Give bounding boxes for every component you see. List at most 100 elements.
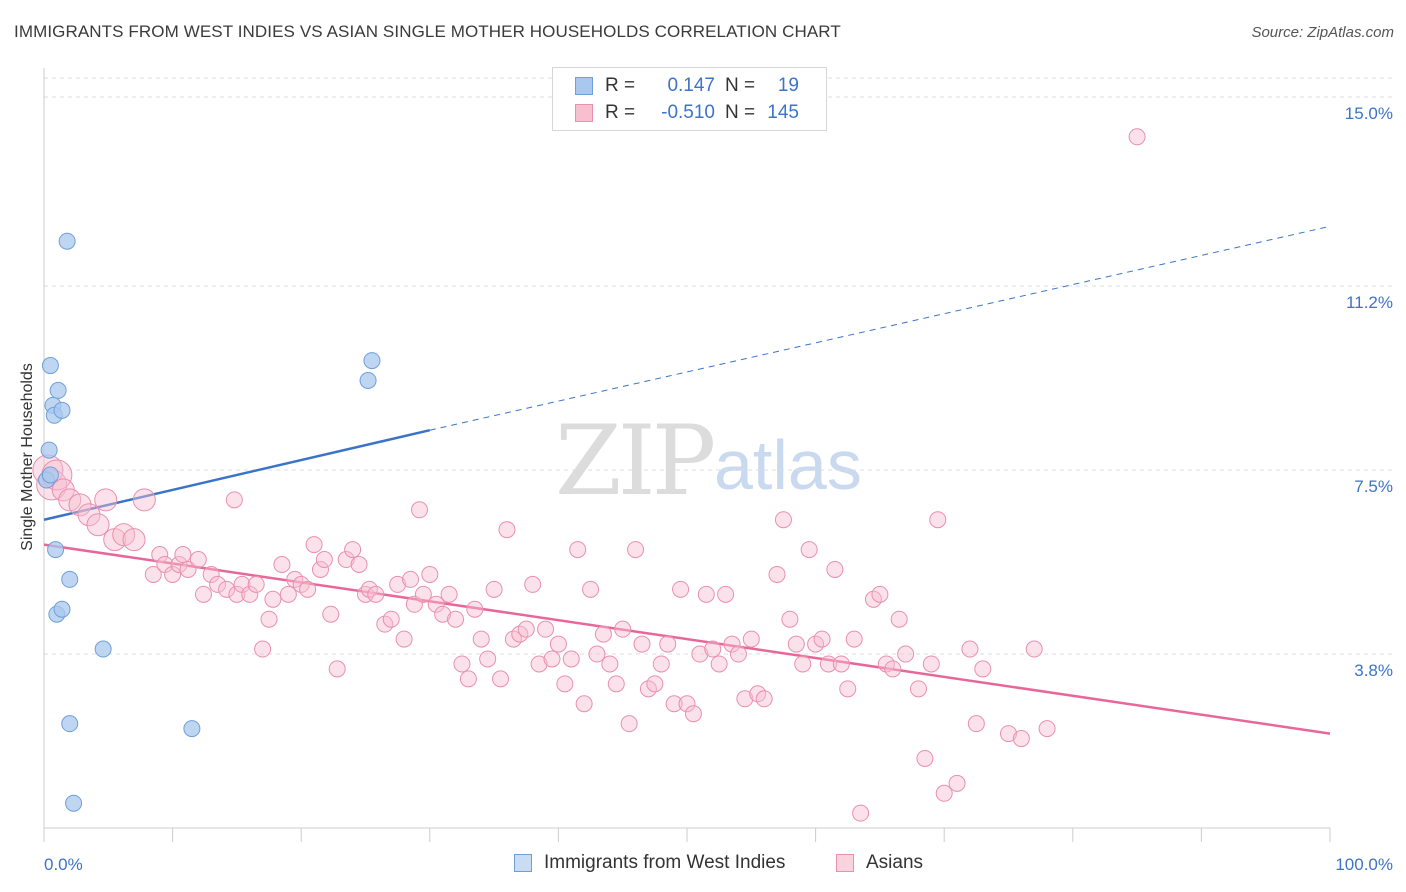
legend-item-asians: Asians <box>836 852 923 874</box>
point-west-indies <box>61 570 79 588</box>
point-asians <box>164 565 182 583</box>
x-tick-label: 0.0% <box>44 855 83 874</box>
point-asians <box>646 675 664 693</box>
point-asians <box>247 575 265 593</box>
legend-n-value: 19 <box>777 75 799 96</box>
point-asians <box>948 774 966 792</box>
point-asians <box>620 715 638 733</box>
point-west-indies <box>359 371 377 389</box>
point-asians <box>832 655 850 673</box>
point-asians <box>922 655 940 673</box>
point-asians <box>264 590 282 608</box>
point-asians <box>260 610 278 628</box>
point-asians <box>322 605 340 623</box>
point-asians <box>299 580 317 598</box>
point-asians <box>845 630 863 648</box>
point-asians <box>68 493 92 517</box>
legend-n-value: 145 <box>767 102 799 123</box>
watermark-zip: ZIP <box>555 405 716 517</box>
point-asians <box>411 501 429 519</box>
legend-n-label: N = <box>725 102 756 123</box>
watermark-atlas: atlas <box>714 426 862 504</box>
point-asians <box>189 551 207 569</box>
point-west-indies <box>41 466 59 484</box>
point-asians <box>742 630 760 648</box>
point-asians <box>704 640 722 658</box>
trend-line-asians <box>43 543 1331 735</box>
point-asians <box>498 521 516 539</box>
point-asians <box>601 655 619 673</box>
point-asians <box>453 655 471 673</box>
point-asians <box>447 610 465 628</box>
point-asians <box>402 570 420 588</box>
point-asians <box>311 560 329 578</box>
point-asians <box>549 635 567 653</box>
legend-item-west-indies: Immigrants from West Indies <box>514 852 785 874</box>
point-asians <box>1000 725 1017 743</box>
point-asians <box>414 585 432 603</box>
point-asians <box>434 605 452 623</box>
y-tick-label: 11.2% <box>1346 293 1393 312</box>
point-asians <box>787 635 805 653</box>
y-tick-label: 15.0% <box>1345 104 1393 123</box>
point-asians <box>935 784 953 802</box>
legend-swatch-west-indies <box>575 77 593 95</box>
point-asians <box>800 541 818 559</box>
point-asians <box>337 551 355 569</box>
point-asians <box>466 600 484 618</box>
point-asians <box>492 670 510 688</box>
point-asians <box>382 610 400 628</box>
point-asians <box>588 645 606 663</box>
point-asians <box>717 585 735 603</box>
point-asians <box>479 650 497 668</box>
point-asians <box>691 645 709 663</box>
point-west-indies <box>49 381 67 399</box>
point-asians <box>710 655 728 673</box>
point-asians <box>794 655 812 673</box>
point-asians <box>826 560 844 578</box>
point-asians <box>77 503 101 527</box>
point-asians <box>594 625 612 643</box>
point-asians <box>209 575 227 593</box>
point-asians <box>582 580 600 598</box>
legend-label-asians: Asians <box>866 852 924 873</box>
point-west-indies <box>40 441 58 459</box>
point-west-indies <box>61 715 79 733</box>
point-asians <box>350 555 368 573</box>
grid-lines <box>44 77 1393 655</box>
point-west-indies <box>47 541 65 559</box>
point-asians <box>607 675 625 693</box>
point-asians <box>202 565 220 583</box>
chart-source: Source: ZipAtlas.com <box>1251 24 1394 41</box>
point-asians <box>659 635 677 653</box>
tick-labels: 3.8% 7.5% 11.2% 15.0% 0.0% 100.0% <box>44 104 1393 874</box>
point-asians <box>389 575 407 593</box>
point-asians <box>755 690 773 708</box>
point-asians <box>652 655 670 673</box>
point-asians <box>524 575 542 593</box>
point-asians <box>1038 720 1056 738</box>
point-asians <box>228 585 246 603</box>
point-asians <box>395 630 413 648</box>
point-asians <box>144 565 162 583</box>
point-asians <box>569 541 587 559</box>
point-asians <box>684 705 702 723</box>
trend-lines <box>43 225 1331 735</box>
point-asians <box>273 555 291 573</box>
point-asians <box>279 585 297 603</box>
point-west-indies <box>58 232 76 250</box>
point-asians <box>575 695 593 713</box>
legend-r-value: -0.510 <box>661 102 715 123</box>
chart-title: IMMIGRANTS FROM WEST INDIES VS ASIAN SIN… <box>14 22 841 41</box>
y-tick-label: 3.8% <box>1354 661 1393 680</box>
legend-swatch-asians <box>575 104 593 122</box>
point-asians <box>627 541 645 559</box>
series-legend: Immigrants from West Indies Asians <box>0 852 1406 878</box>
point-asians <box>367 585 385 603</box>
point-asians <box>315 551 333 569</box>
point-asians <box>768 565 786 583</box>
point-asians <box>179 560 197 578</box>
point-asians <box>94 488 118 512</box>
point-asians <box>852 804 870 822</box>
